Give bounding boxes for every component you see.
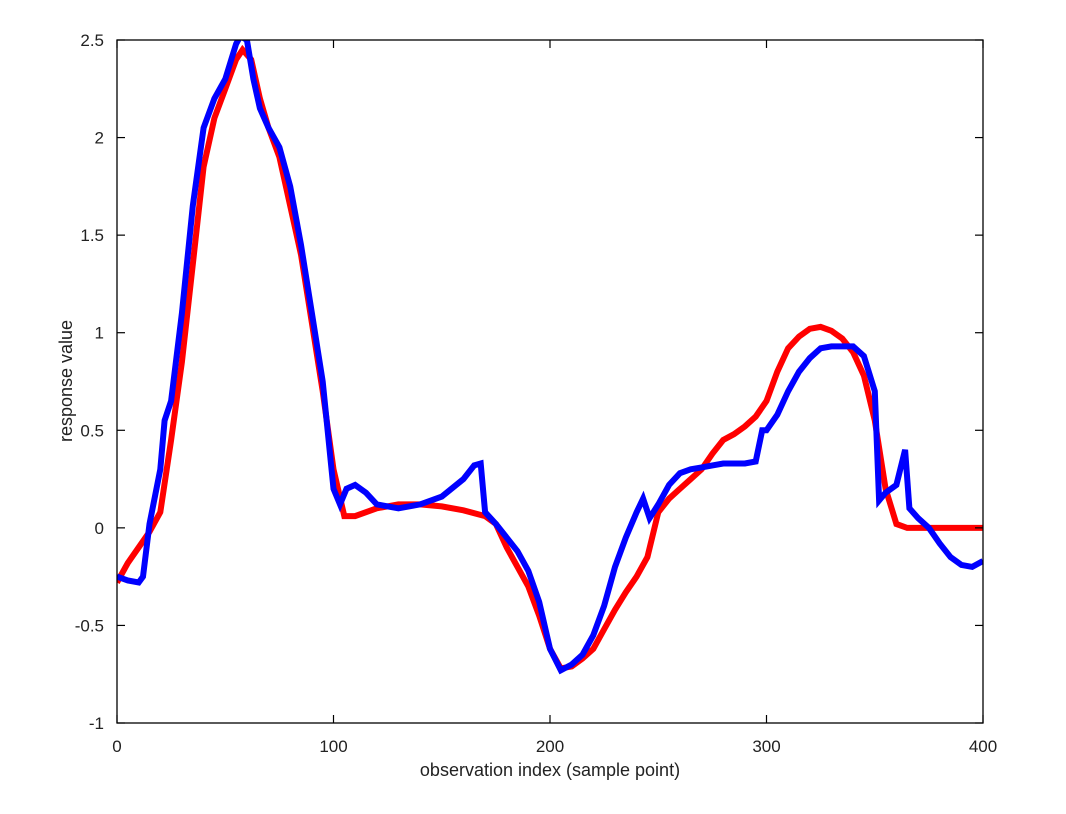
y-tick-label: 1.5: [80, 226, 104, 245]
series-line-1: [117, 44, 983, 672]
plot-series: [117, 40, 983, 675]
y-tick-label: 2.5: [80, 31, 104, 50]
y-tick-label: 1: [95, 324, 104, 343]
y-tick-label: 0: [95, 519, 104, 538]
y-tick-label: 0.5: [80, 421, 104, 440]
y-tick-label: -0.5: [75, 616, 104, 635]
x-tick-label: 300: [752, 737, 780, 756]
x-tick-label: 200: [536, 737, 564, 756]
plot-frame: [116, 39, 984, 724]
x-axis-ticks: 0 100 200 300 400: [112, 40, 997, 756]
x-axis-label: observation index (sample point): [420, 760, 680, 780]
series-line-2: [117, 40, 983, 675]
x-tick-label: 100: [319, 737, 347, 756]
x-tick-label: 0: [112, 737, 121, 756]
y-tick-label: -1: [89, 714, 104, 733]
y-tick-label: 2: [95, 129, 104, 148]
x-tick-label: 400: [969, 737, 997, 756]
y-axis-label: response value: [56, 320, 76, 442]
y-axis-ticks: -1 -0.5 0 0.5 1 1.5 2 2.5: [75, 31, 983, 733]
